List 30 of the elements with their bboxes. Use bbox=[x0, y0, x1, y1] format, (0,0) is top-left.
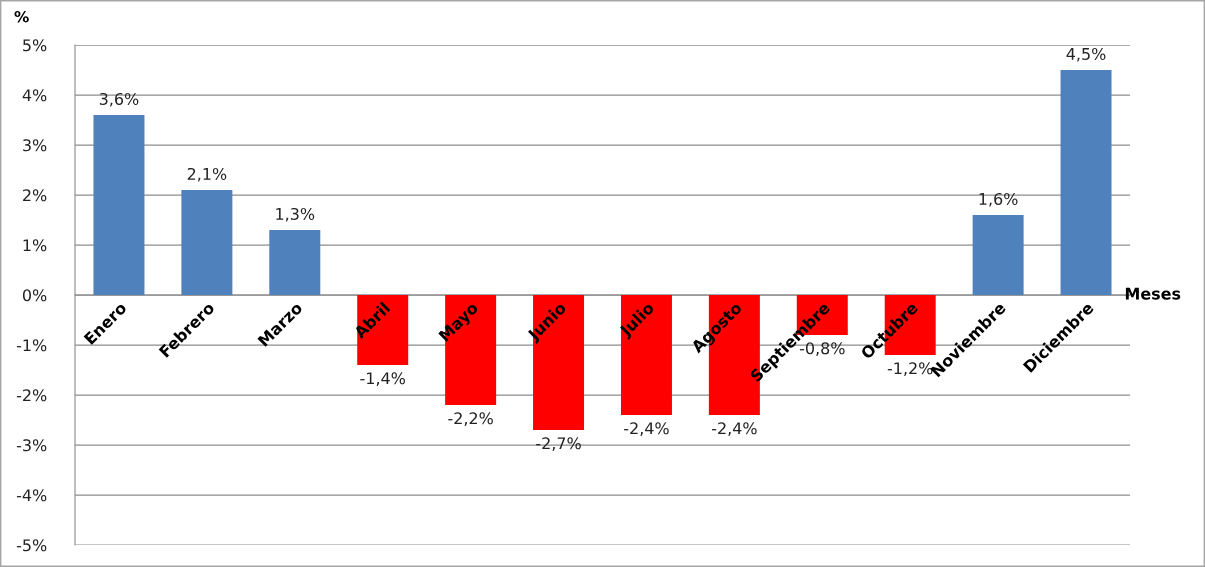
bar bbox=[269, 230, 321, 295]
y-axis-title: % bbox=[14, 10, 29, 23]
data-label: -2,4% bbox=[624, 422, 669, 436]
y-tick-label: 2% bbox=[23, 189, 47, 202]
y-tick-label: 3% bbox=[23, 139, 47, 152]
data-label: -2,4% bbox=[711, 422, 757, 436]
data-label: 1,6% bbox=[979, 192, 1018, 207]
y-tick-label: 5% bbox=[23, 39, 47, 52]
data-label: 4,5% bbox=[1066, 47, 1106, 62]
y-tick-label: -3% bbox=[16, 439, 47, 452]
data-label: 1,3% bbox=[276, 207, 315, 222]
y-tick-label: -4% bbox=[16, 489, 47, 502]
y-tick-label: -1% bbox=[16, 339, 47, 352]
data-label: 2,1% bbox=[187, 167, 227, 182]
y-tick-label: 4% bbox=[22, 89, 47, 102]
bar bbox=[972, 215, 1024, 295]
x-axis-title: Meses bbox=[1125, 287, 1181, 300]
y-tick-label: 1% bbox=[23, 239, 47, 252]
bar bbox=[1060, 70, 1112, 295]
bar bbox=[181, 190, 233, 295]
bar bbox=[620, 295, 672, 415]
data-label: 3,6% bbox=[99, 92, 139, 107]
y-tick-label: 0% bbox=[22, 289, 47, 302]
data-label: -2,2% bbox=[448, 412, 493, 426]
y-tick-label: -5% bbox=[16, 539, 47, 552]
bar bbox=[93, 115, 145, 295]
y-tick-label: -2% bbox=[16, 389, 47, 402]
data-label: -1,4% bbox=[360, 372, 405, 386]
data-label: -2,7% bbox=[536, 437, 581, 451]
bar bbox=[357, 295, 409, 365]
